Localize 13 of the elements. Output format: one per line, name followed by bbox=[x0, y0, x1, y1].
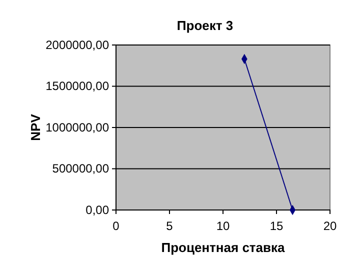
y-tick-label: 1000000,00 bbox=[46, 120, 110, 134]
x-tick-label: 10 bbox=[216, 219, 230, 234]
y-tick-label: 1500000,00 bbox=[46, 79, 110, 94]
y-tick-label: 500000,00 bbox=[52, 162, 110, 176]
x-tick-label: 20 bbox=[323, 219, 337, 234]
x-tick-label: 5 bbox=[166, 219, 174, 234]
x-tick-label: 0 bbox=[112, 219, 120, 234]
x-tick-label: 15 bbox=[270, 219, 284, 234]
x-axis-title: Процентная ставка bbox=[161, 240, 286, 255]
y-axis-title: NPV bbox=[28, 114, 43, 141]
y-tick-label: 2000000,00 bbox=[46, 38, 110, 52]
chart-title: Проект 3 bbox=[176, 18, 234, 33]
y-tick-label: 0,00 bbox=[86, 202, 110, 217]
